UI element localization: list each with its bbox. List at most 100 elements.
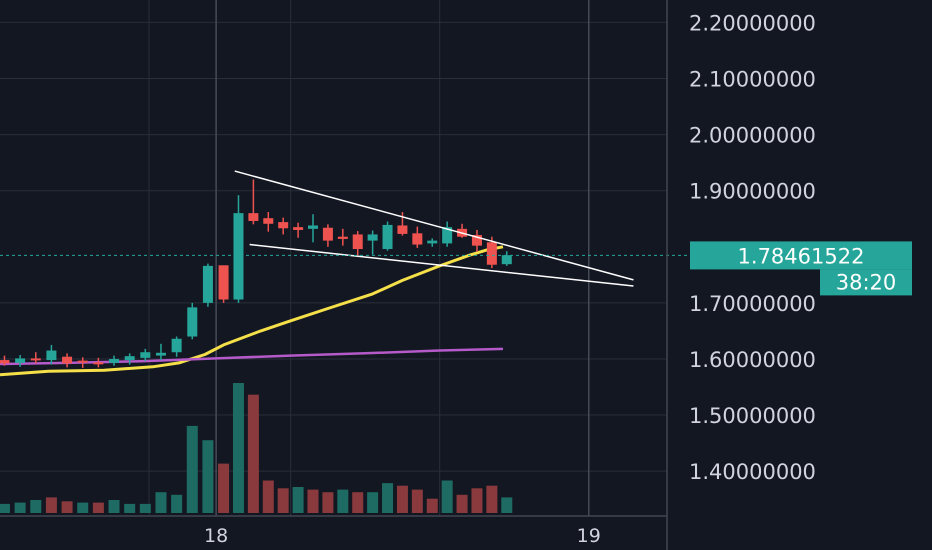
candle-body — [155, 352, 166, 356]
candlestick[interactable] — [77, 357, 88, 368]
volume-bar — [382, 483, 394, 513]
candlestick[interactable] — [412, 226, 423, 248]
candlestick[interactable] — [278, 217, 289, 235]
candle-body — [171, 338, 182, 353]
candlestick[interactable] — [293, 222, 304, 238]
candlestick[interactable] — [140, 348, 151, 362]
candlestick[interactable] — [442, 221, 453, 247]
candle-body — [218, 265, 229, 300]
candle-body — [15, 358, 26, 363]
axes[interactable]: 2.20000000 2.10000000 2.00000000 1.90000000… — [0, 0, 912, 550]
volume-bar — [441, 480, 453, 513]
candle-body — [62, 356, 73, 364]
candle-body — [367, 234, 378, 241]
volume-bar — [292, 487, 304, 513]
candle-body — [308, 225, 319, 229]
volume-bar — [202, 440, 214, 513]
candlestick[interactable] — [233, 195, 244, 303]
trendline-lower[interactable] — [249, 243, 634, 287]
candle-body — [140, 352, 151, 358]
x-tick-label: 18 — [204, 525, 228, 547]
y-tick-label: 2.00000000 — [689, 124, 816, 148]
candlestick[interactable] — [202, 263, 213, 307]
candlestick[interactable] — [427, 238, 438, 247]
candlestick[interactable] — [155, 343, 166, 361]
volume-bar — [186, 425, 198, 513]
volume-bar — [307, 489, 319, 513]
candle-body — [109, 358, 120, 363]
volume-bar — [14, 502, 26, 513]
volume-bar — [77, 502, 89, 513]
volume-bar — [426, 498, 438, 513]
volume-bar — [108, 500, 120, 513]
candle-body — [202, 265, 213, 303]
candle-body — [248, 213, 259, 221]
candle-body — [382, 224, 393, 250]
candlestick[interactable] — [501, 251, 512, 266]
candlestick[interactable] — [46, 344, 57, 365]
candlestick[interactable] — [337, 228, 348, 246]
volume-bar — [367, 492, 379, 513]
volume-bar — [30, 500, 42, 513]
candle-body — [397, 225, 408, 234]
volume-bar — [352, 492, 364, 513]
volume-bar — [277, 488, 289, 513]
x-tick-label: 19 — [577, 525, 601, 547]
candlestick[interactable] — [218, 265, 229, 303]
volume-bar — [501, 497, 513, 513]
volume-bar — [396, 485, 408, 513]
y-tick-label: 2.10000000 — [689, 68, 816, 92]
candle-body — [263, 218, 274, 224]
candlestick[interactable] — [308, 214, 319, 243]
volume-bar — [471, 488, 483, 513]
y-tick-label: 2.20000000 — [689, 11, 816, 35]
candle-body — [442, 227, 453, 244]
candle-body — [30, 358, 41, 361]
candlestick[interactable] — [248, 179, 259, 225]
candle-body — [46, 350, 57, 361]
volume-bar — [0, 503, 10, 513]
candlestick[interactable] — [322, 224, 333, 247]
last-price-label: 1.78461522 — [738, 244, 865, 268]
candlestick[interactable] — [15, 355, 26, 367]
y-tick-label: 1.70000000 — [689, 292, 816, 316]
volume-bar — [337, 489, 349, 513]
candlestick[interactable] — [30, 352, 41, 364]
candlestick[interactable] — [171, 336, 182, 357]
candle-body — [293, 227, 304, 230]
candlestick[interactable] — [471, 229, 482, 252]
volume-bar — [171, 494, 183, 513]
candlestick[interactable] — [187, 302, 198, 340]
volume-bar — [124, 503, 136, 513]
trendlines[interactable] — [234, 170, 634, 287]
candlestick[interactable] — [124, 353, 135, 365]
y-tick-label: 1.60000000 — [689, 348, 816, 372]
volume-bar — [61, 501, 73, 513]
candle-body — [427, 240, 438, 244]
volume-bar — [262, 480, 274, 513]
volume-bar — [486, 485, 498, 513]
candlestick[interactable] — [352, 231, 363, 256]
candlestick[interactable] — [62, 353, 73, 368]
y-tick-label: 1.40000000 — [689, 460, 816, 484]
candlestick[interactable] — [263, 212, 274, 232]
moving-average-fast — [0, 245, 504, 377]
volume-bar — [218, 463, 230, 513]
candle-body — [77, 360, 88, 363]
candle-body — [233, 213, 244, 300]
last-price-tag[interactable] — [690, 241, 912, 270]
candlestick[interactable] — [367, 230, 378, 255]
trendline-upper[interactable] — [234, 170, 634, 281]
y-tick-label: 1.90000000 — [689, 180, 816, 204]
candlestick[interactable] — [0, 355, 10, 366]
candlestick[interactable] — [109, 355, 120, 366]
candlestick[interactable] — [397, 212, 408, 236]
countdown-label: 38:20 — [836, 270, 897, 294]
candlestick[interactable] — [93, 357, 104, 368]
candle-body — [486, 242, 497, 265]
candlestick[interactable] — [382, 221, 393, 251]
volume-bar — [456, 494, 468, 513]
